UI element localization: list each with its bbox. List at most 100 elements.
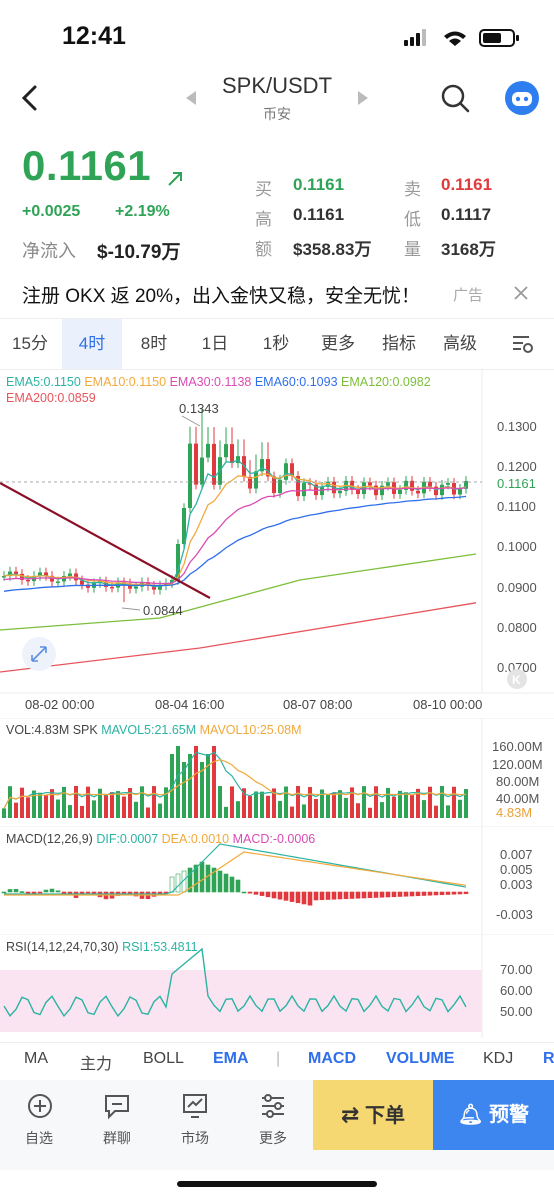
macd-bar: [421, 891, 427, 896]
volume-bar: [290, 806, 294, 818]
order-button[interactable]: ⇄ 下单: [313, 1080, 433, 1150]
macd-bar: [271, 891, 277, 899]
k-badge[interactable]: [507, 669, 527, 689]
rsi-line: [3, 947, 467, 1018]
volume-bar: [380, 802, 384, 818]
indicator-rsi-partial[interactable]: R: [543, 1050, 554, 1067]
macd-bar: [319, 891, 325, 901]
candlestick-chart[interactable]: 0.1343 0.0844 0.1300 0.1200 0.1100 0.100…: [0, 368, 554, 718]
volume-bar: [56, 799, 60, 818]
k-badge-text: K: [512, 673, 521, 687]
ema60-line: [3, 495, 467, 592]
candle-body: [338, 490, 342, 494]
sell-value: 0.1161: [441, 175, 493, 194]
rsi-chart[interactable]: 70.00 60.00 50.00: [0, 934, 554, 1038]
tab-advanced[interactable]: 高级: [443, 334, 477, 353]
macd-tick-3: -0.003: [496, 907, 533, 922]
tab-4h[interactable]: 4时: [62, 319, 122, 369]
macd-bar: [211, 867, 217, 893]
indicator-volume[interactable]: VOLUME: [386, 1050, 455, 1067]
volume-bar: [254, 791, 258, 818]
more-sliders-icon: [262, 1094, 284, 1118]
rsi-legend: RSI(14,12,24,70,30) RSI1:53.4811: [6, 940, 198, 954]
candle-body: [404, 480, 408, 490]
volume-bar: [218, 786, 222, 818]
volume-bar: [464, 789, 468, 818]
indicator-main-force[interactable]: 主力: [80, 1056, 113, 1073]
pair-title[interactable]: SPK/USDT: [221, 73, 333, 98]
dea-line: [4, 851, 467, 896]
indicator-kdj[interactable]: KDJ: [483, 1050, 514, 1067]
macd-bar: [415, 891, 421, 897]
indicator-boll[interactable]: BOLL: [143, 1050, 184, 1067]
tab-indicators[interactable]: 指标: [382, 334, 416, 353]
x-tick-2: 08-07 08:00: [283, 697, 352, 712]
prev-pair-icon[interactable]: [186, 91, 198, 105]
macd-bar: [307, 891, 313, 906]
status-time: 12:41: [62, 22, 126, 50]
ad-banner-text[interactable]: 注册 OKX 返 20%，出入金快又稳，安全无忧！: [22, 286, 420, 307]
candle-body: [386, 482, 390, 486]
volume-bar: [110, 792, 114, 818]
amount-value: $358.83万: [293, 240, 372, 259]
x-tick-1: 08-04 16:00: [155, 697, 224, 712]
macd-bar: [49, 888, 55, 893]
macd-bar: [325, 891, 331, 900]
back-icon[interactable]: [18, 84, 42, 112]
macd-bar: [247, 891, 253, 894]
ema120-legend: EMA120:0.0982: [341, 375, 431, 389]
volume-chart[interactable]: 160.00M 120.00M 80.00M 40.00M 4.83M: [0, 718, 554, 826]
candle-body: [26, 579, 30, 582]
high-value: 0.1161: [293, 205, 345, 224]
tab-more[interactable]: 更多: [321, 334, 355, 353]
candle-body: [110, 586, 114, 589]
price-change: +0.0025: [22, 203, 81, 220]
macd-tick-2: 0.003: [500, 877, 533, 892]
macd-chart[interactable]: 0.007 0.005 0.003 -0.003: [0, 826, 554, 934]
macd-bar: [445, 891, 451, 895]
ema200-legend: EMA200:0.0859: [6, 391, 96, 405]
tab-1d[interactable]: 1日: [201, 334, 229, 353]
volume-bar: [440, 786, 444, 818]
y-tick-4: 0.0900: [497, 580, 537, 595]
tab-15m[interactable]: 15分: [12, 334, 48, 353]
volume-bar: [266, 795, 270, 818]
tab-1s[interactable]: 1秒: [262, 334, 290, 353]
indicator-ma[interactable]: MA: [24, 1050, 48, 1067]
x-tick-0: 08-02 00:00: [25, 697, 94, 712]
dif-legend: DIF:0.0007: [96, 832, 159, 846]
volume-bar: [146, 807, 150, 818]
next-pair-icon[interactable]: [358, 91, 370, 105]
volume-legend: VOL:4.83M SPK MAVOL5:21.65M MAVOL10:25.0…: [6, 723, 302, 737]
swap-icon: ⇄: [341, 1102, 360, 1127]
close-icon[interactable]: [513, 285, 529, 301]
indicator-ema[interactable]: EMA: [213, 1050, 249, 1067]
y-tick-1: 0.1200: [497, 459, 537, 474]
volume-bar: [398, 790, 402, 818]
candle-body: [8, 571, 12, 576]
candle-body: [206, 443, 210, 458]
tab-8h[interactable]: 8时: [140, 334, 168, 353]
candle-body: [464, 480, 468, 489]
volume-bar: [434, 805, 438, 818]
battery-icon: [479, 29, 515, 47]
volume-bar: [194, 746, 198, 818]
timeframe-tabs: 15分 4时 8时 1日 1秒 更多 指标 高级: [0, 318, 554, 370]
volume-bar: [458, 799, 462, 818]
volume-bar: [116, 791, 120, 818]
macd-bar: [169, 876, 175, 893]
candle-body: [230, 444, 234, 464]
chart-settings-icon[interactable]: [511, 334, 535, 354]
macd-bar: [235, 879, 241, 893]
alert-button[interactable]: 🔔︎ 预警: [433, 1080, 554, 1150]
search-icon[interactable]: [440, 83, 470, 113]
assistant-robot-icon[interactable]: [505, 81, 539, 115]
candle-body: [14, 571, 18, 574]
volume-bar: [86, 786, 90, 818]
ema10-legend: EMA10:0.1150: [84, 375, 167, 389]
macd-bar: [343, 891, 349, 900]
macd-bar: [259, 891, 265, 896]
ema10-line: [3, 473, 467, 587]
macd-bar: [19, 891, 25, 893]
indicator-macd[interactable]: MACD: [308, 1050, 356, 1067]
